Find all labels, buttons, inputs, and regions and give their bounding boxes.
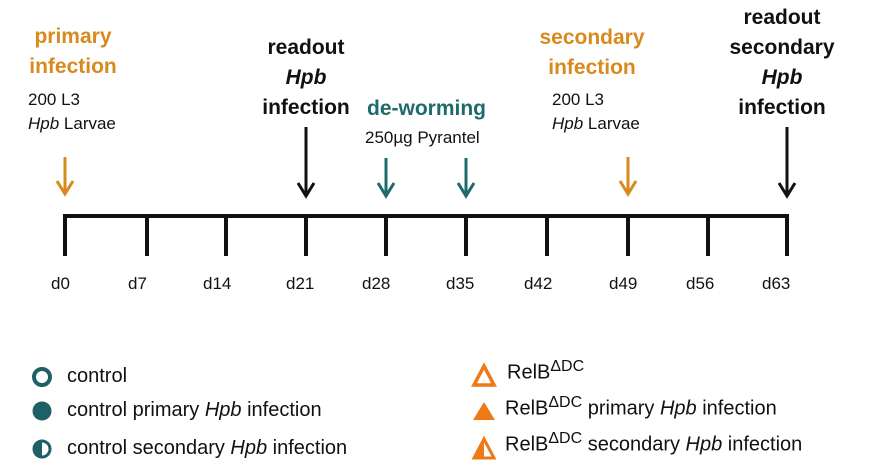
readout-title-1: readout xyxy=(267,36,345,59)
readout-title-3: infection xyxy=(262,96,350,119)
readout-label: readout Hpb infection xyxy=(233,33,379,123)
legend-species: Hpb xyxy=(230,437,268,459)
secondary-infection-title-2: infection xyxy=(548,56,636,79)
legend-relb-sup: ΔDC xyxy=(548,394,583,411)
deworming-arrow-2 xyxy=(456,158,476,199)
legend-control: control xyxy=(67,365,127,388)
deworming-arrow-1 xyxy=(376,158,396,199)
readout-secondary-arrow xyxy=(777,127,797,199)
readout-secondary-label: readout secondary Hpb infection xyxy=(712,3,852,123)
primary-infection-arrow xyxy=(55,157,75,197)
legend-relb: RelBΔDC xyxy=(507,358,584,385)
secondary-infection-arrow xyxy=(618,157,638,197)
secondary-larvae-word: Larvae xyxy=(583,114,640,133)
primary-infection-label: primary infection xyxy=(14,22,132,82)
legend-relb-base: RelB xyxy=(507,361,551,384)
secondary-larvae-species: Hpb xyxy=(552,114,584,133)
secondary-infection-label: secondary infection xyxy=(527,23,657,83)
legend-text: control primary xyxy=(67,399,205,421)
tick-label: d42 xyxy=(524,274,553,293)
primary-larvae: Hpb Larvae xyxy=(28,112,116,136)
tick-label: d7 xyxy=(128,274,147,293)
filled-circle-icon xyxy=(32,401,52,421)
tick-label: d14 xyxy=(203,274,232,293)
legend-control-primary: control primary Hpb infection xyxy=(67,399,322,422)
legend-text: primary xyxy=(582,397,660,420)
tick-label: d35 xyxy=(446,274,475,293)
legend-text: secondary xyxy=(582,433,686,456)
legend-text: control secondary xyxy=(67,437,231,459)
half-circle-icon xyxy=(32,439,52,459)
tick-label: d0 xyxy=(51,274,70,293)
legend-species: Hpb xyxy=(659,397,697,420)
legend-relb-primary: RelBΔDC primary Hpb infection xyxy=(505,394,777,421)
tick-label: d28 xyxy=(362,274,391,293)
legend-text: infection xyxy=(696,397,777,420)
primary-larvae-species: Hpb xyxy=(28,114,60,133)
legend-species: Hpb xyxy=(685,433,723,456)
legend-relb-base: RelB xyxy=(505,397,549,420)
legend-control-secondary: control secondary Hpb infection xyxy=(67,437,347,460)
secondary-dose: 200 L3 Hpb Larvae xyxy=(552,88,640,136)
half-triangle-icon xyxy=(471,435,497,460)
timeline-ticks xyxy=(63,214,789,256)
deworming-dose: 250µg Pyrantel xyxy=(365,128,480,147)
primary-infection-title-2: infection xyxy=(29,55,117,78)
legend-relb-sup: ΔDC xyxy=(548,430,583,447)
readout-secondary-title-4: infection xyxy=(738,96,826,119)
readout-title-2: Hpb xyxy=(285,66,327,89)
legend-text: infection xyxy=(267,437,348,459)
open-circle-icon xyxy=(32,367,52,387)
legend-relb-base: RelB xyxy=(505,433,549,456)
tick-label: d56 xyxy=(686,274,715,293)
open-triangle-icon xyxy=(471,362,497,387)
legend-control-text: control xyxy=(67,365,128,387)
readout-secondary-title-1: readout xyxy=(743,6,821,29)
legend-text: infection xyxy=(722,433,803,456)
tick-label: d21 xyxy=(286,274,315,293)
readout-secondary-title-3: Hpb xyxy=(761,66,803,89)
tick-label: d63 xyxy=(762,274,791,293)
secondary-infection-title-1: secondary xyxy=(539,26,645,49)
primary-infection-title-1: primary xyxy=(34,25,112,48)
tick-label: d49 xyxy=(609,274,638,293)
secondary-larvae: Hpb Larvae xyxy=(552,112,640,136)
primary-dose-amount: 200 L3 xyxy=(28,90,80,109)
legend-relb-sup: ΔDC xyxy=(550,358,585,375)
secondary-dose-amount: 200 L3 xyxy=(552,90,604,109)
deworming-title: de-worming xyxy=(367,97,486,120)
filled-triangle-icon xyxy=(473,402,495,420)
legend-relb-secondary: RelBΔDC secondary Hpb infection xyxy=(505,430,802,457)
primary-larvae-word: Larvae xyxy=(59,114,116,133)
readout-secondary-title-2: secondary xyxy=(729,36,835,59)
readout-arrow xyxy=(296,127,316,199)
legend-species: Hpb xyxy=(204,399,242,421)
legend-text: infection xyxy=(241,399,322,421)
primary-dose: 200 L3 Hpb Larvae xyxy=(28,88,116,136)
